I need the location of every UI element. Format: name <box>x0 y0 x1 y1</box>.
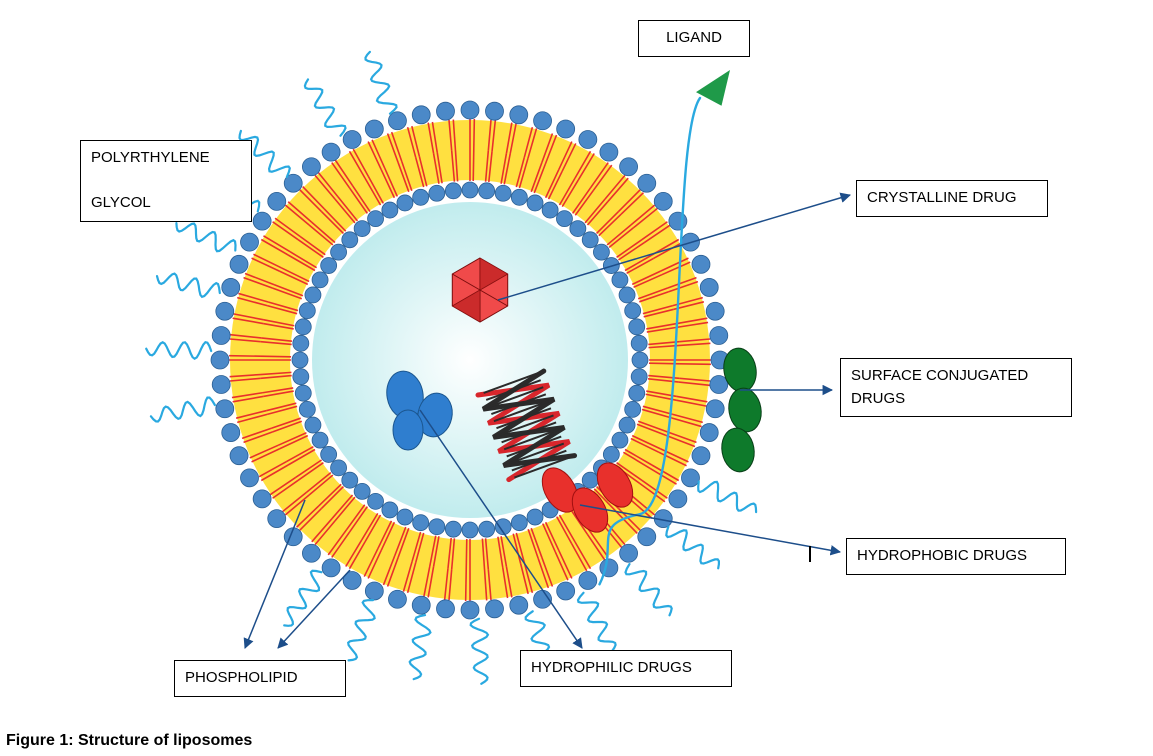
surface-drug-icon <box>720 346 759 395</box>
hydrophilic-drug-icon <box>383 368 427 422</box>
peg-chain <box>157 274 220 297</box>
peg-chain <box>305 79 346 135</box>
label-polyethylene-glycol: POLYRTHYLENE GLYCOL <box>80 140 252 222</box>
dna-icon <box>478 371 575 480</box>
ligand-peg-chain <box>600 98 701 584</box>
pointer-arrow <box>498 195 850 300</box>
peg-chain <box>284 571 321 626</box>
label-hydrophobic-drugs: HYDROPHOBIC DRUGS <box>846 538 1066 575</box>
surface-drug-icon <box>725 386 764 435</box>
pointer-arrow <box>580 505 840 552</box>
pointer-arrow <box>245 500 305 648</box>
peg-chain <box>348 600 374 660</box>
figure-caption: Figure 1: Structure of liposomes <box>6 732 252 750</box>
pointer-arrow <box>278 570 350 648</box>
label-crystalline-drug: CRYSTALLINE DRUG <box>856 180 1048 217</box>
peg-chain <box>366 52 397 114</box>
label-line1: SURFACE CONJUGATED <box>851 367 1028 384</box>
pointer-arrow <box>420 410 582 648</box>
peg-chain <box>151 398 215 422</box>
surface-drug-icon <box>718 426 757 475</box>
label-text: PHOSPHOLIPID <box>185 669 298 686</box>
crystalline-drug-icon <box>452 258 507 322</box>
peg-chain <box>626 564 672 615</box>
hydrophobic-drug-icon <box>535 462 585 519</box>
label-text: LIGAND <box>666 29 722 46</box>
ligand-triangle-icon <box>696 70 730 106</box>
peg-chain <box>471 619 488 684</box>
peg-chain <box>578 593 616 651</box>
label-hydrophilic-drugs: HYDROPHILIC DRUGS <box>520 650 732 687</box>
label-ligand: LIGAND <box>638 20 750 57</box>
label-text: HYDROPHOBIC DRUGS <box>857 547 1027 564</box>
label-line2: GLYCOL <box>91 194 151 211</box>
label-text: HYDROPHILIC DRUGS <box>531 659 692 676</box>
label-phospholipid: PHOSPHOLIPID <box>174 660 346 697</box>
label-line1: POLYRTHYLENE <box>91 149 210 166</box>
peg-chain <box>146 342 211 359</box>
peg-chain <box>410 615 431 679</box>
peg-chain <box>176 223 235 251</box>
peg-chain <box>666 527 719 569</box>
hydrophobic-drug-icon <box>590 457 640 514</box>
label-text: CRYSTALLINE DRUG <box>867 189 1016 206</box>
peg-chain <box>698 482 756 512</box>
hydrophilic-drug-icon <box>393 410 423 450</box>
hydrophilic-drug-icon <box>414 390 456 440</box>
hydrophobic-drug-icon <box>565 482 615 539</box>
label-line2: DRUGS <box>851 390 905 407</box>
diagram-canvas: LIGAND POLYRTHYLENE GLYCOL CRYSTALLINE D… <box>0 0 1153 756</box>
label-surface-conjugated-drugs: SURFACE CONJUGATED DRUGS <box>840 358 1072 417</box>
